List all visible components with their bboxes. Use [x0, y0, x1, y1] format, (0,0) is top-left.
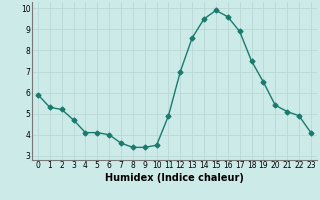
X-axis label: Humidex (Indice chaleur): Humidex (Indice chaleur)	[105, 173, 244, 183]
